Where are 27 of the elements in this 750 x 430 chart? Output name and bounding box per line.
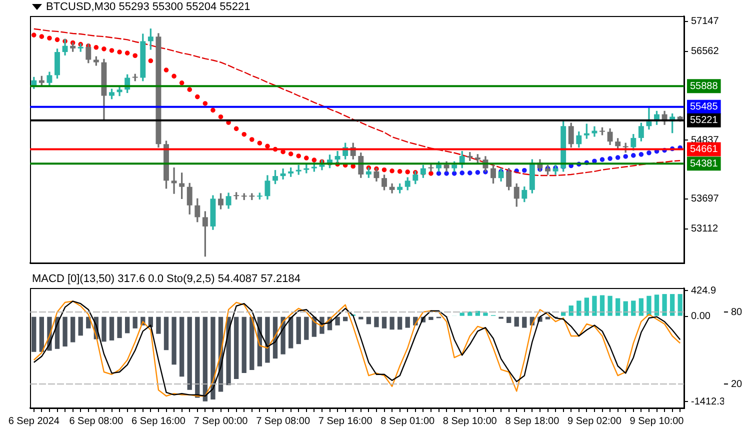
x-tick-label: 6 Sep 08:00 (69, 416, 124, 427)
y-tick-label: 56562 (691, 46, 720, 58)
ref-line-label: 55888 (690, 80, 718, 92)
y-tick-label: 57147 (691, 16, 720, 28)
chart-title: MACD [0](13,50) 317.6 0.0 Sto(9,2,5) 54.4087 57.2184 (32, 273, 300, 285)
x-tick-label: 9 Sep 10:00 (630, 416, 684, 427)
x-tick-label: 8 Sep 01:00 (380, 416, 436, 427)
x-tick-label: 6 Sep 16:00 (131, 416, 186, 427)
x-tick-label: 7 Sep 16:00 (318, 416, 373, 427)
x-tick-label: 8 Sep 18:00 (505, 416, 560, 427)
y-tick-label: 0.00 (691, 311, 711, 322)
x-tick-label: 7 Sep 00:00 (194, 416, 248, 427)
y-tick-label: 53697 (691, 194, 720, 205)
y-tick-label: 53112 (691, 224, 719, 235)
x-tick-label: 7 Sep 08:00 (256, 416, 310, 427)
ref-line-label: 55221 (690, 115, 718, 126)
ref-line-label: 54381 (690, 158, 718, 170)
y2-tick-label: 20 (731, 378, 743, 390)
y-tick-label: 424.9 (691, 285, 716, 296)
ref-line-label: 55485 (690, 102, 718, 113)
x-tick-label: 8 Sep 10:00 (442, 416, 498, 427)
chart-title: BTCUSD,M30 55293 55300 55204 55221 (46, 1, 250, 13)
y-tick-label: -1412.3 (691, 396, 726, 408)
ref-line-label: 54661 (690, 144, 718, 155)
x-tick-label: 9 Sep 02:00 (567, 416, 622, 427)
y2-tick-label: 80 (731, 306, 743, 318)
x-tick-label: 6 Sep 2024 (8, 416, 60, 427)
